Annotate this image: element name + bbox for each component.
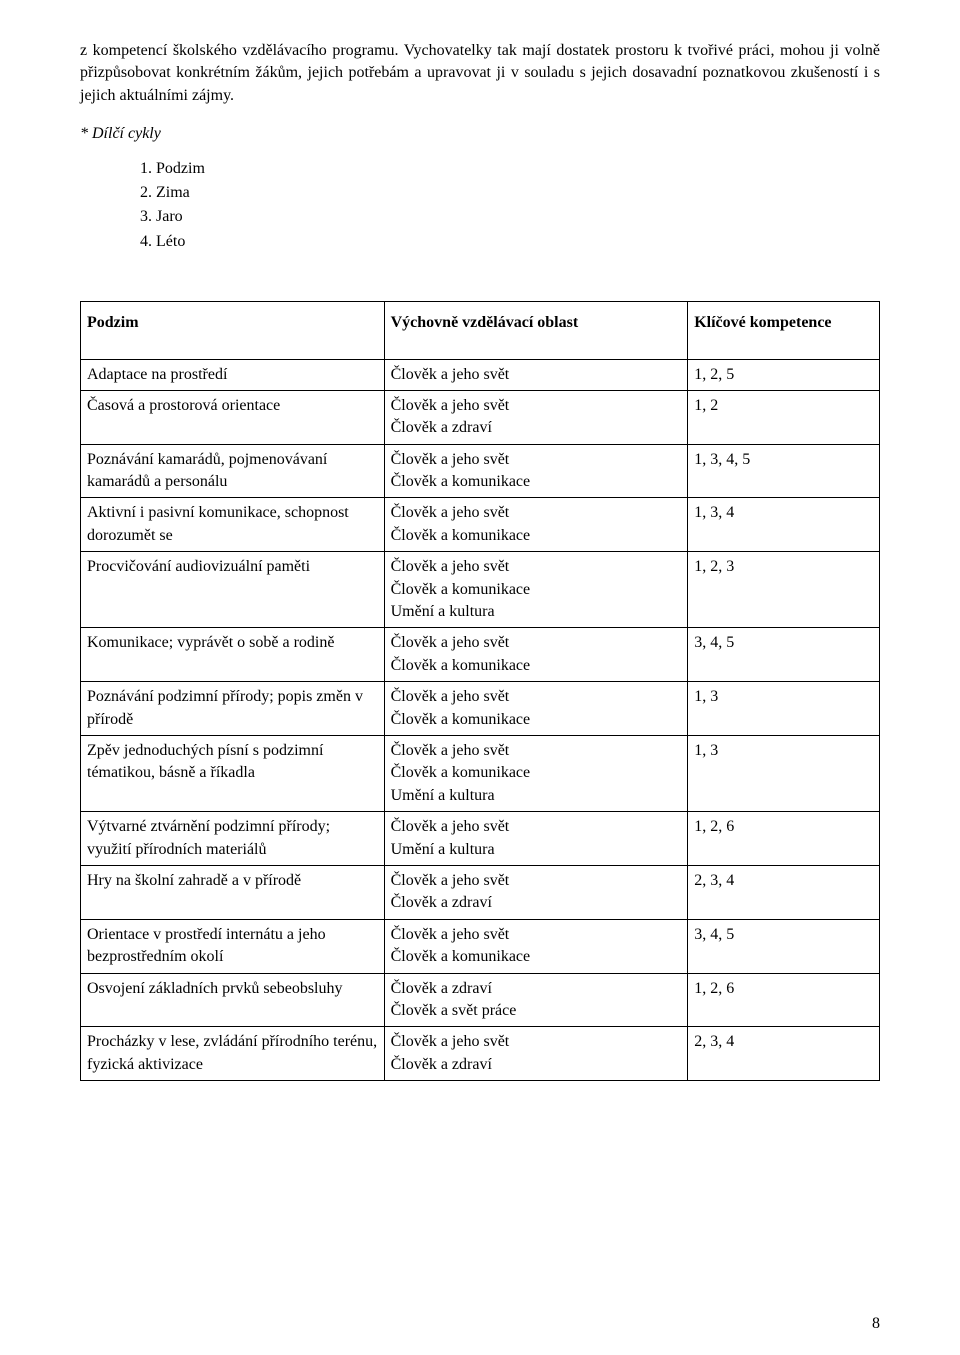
table-cell-competence: 1, 3, 4 <box>688 498 880 552</box>
cycle-list-item: 3. Jaro <box>140 206 880 228</box>
table-cell-topic: Poznávání podzimní přírody; popis změn v… <box>81 682 385 736</box>
table-row: Osvojení základních prvků sebeobsluhyČlo… <box>81 973 880 1027</box>
table-row: Časová a prostorová orientaceČlověk a je… <box>81 390 880 444</box>
curriculum-table: Podzim Výchovně vzdělávací oblast Klíčov… <box>80 301 880 1081</box>
table-row: Procvičování audiovizuální pamětiČlověk … <box>81 552 880 628</box>
table-row: Procházky v lese, zvládání přírodního te… <box>81 1027 880 1081</box>
table-cell-competence: 1, 2, 3 <box>688 552 880 628</box>
table-cell-area: Člověk a zdravíČlověk a svět práce <box>384 973 688 1027</box>
table-cell-competence: 1, 2, 5 <box>688 359 880 390</box>
table-cell-topic: Poznávání kamarádů, pojmenovávaní kamará… <box>81 444 385 498</box>
table-header-col3: Klíčové kompetence <box>688 302 880 359</box>
table-row: Hry na školní zahradě a v příroděČlověk … <box>81 865 880 919</box>
table-cell-area: Člověk a jeho světČlověk a komunikace <box>384 628 688 682</box>
intro-paragraph: z kompetencí školského vzdělávacího prog… <box>80 40 880 107</box>
table-header-col2: Výchovně vzdělávací oblast <box>384 302 688 359</box>
table-cell-area: Člověk a jeho světČlověk a zdraví <box>384 390 688 444</box>
cycle-list-item: 1. Podzim <box>140 158 880 180</box>
table-cell-area: Člověk a jeho svět <box>384 359 688 390</box>
table-cell-competence: 3, 4, 5 <box>688 628 880 682</box>
table-row: Výtvarné ztvárnění podzimní přírody; vyu… <box>81 812 880 866</box>
table-cell-topic: Orientace v prostředí internátu a jeho b… <box>81 919 385 973</box>
table-row: Poznávání kamarádů, pojmenovávaní kamará… <box>81 444 880 498</box>
table-cell-competence: 3, 4, 5 <box>688 919 880 973</box>
table-cell-topic: Komunikace; vyprávět o sobě a rodině <box>81 628 385 682</box>
table-cell-area: Člověk a jeho světČlověk a komunikace <box>384 498 688 552</box>
table-cell-area: Člověk a jeho světUmění a kultura <box>384 812 688 866</box>
cycle-list: 1. Podzim2. Zima3. Jaro 4. Léto <box>140 158 880 254</box>
table-cell-area: Člověk a jeho světČlověk a zdraví <box>384 865 688 919</box>
page-number: 8 <box>872 1313 880 1335</box>
table-cell-area: Člověk a jeho světČlověk a komunikace <box>384 444 688 498</box>
table-row: Zpěv jednoduchých písní s podzimní témat… <box>81 735 880 811</box>
table-cell-competence: 2, 3, 4 <box>688 865 880 919</box>
table-row: Aktivní i pasivní komunikace, schopnost … <box>81 498 880 552</box>
table-cell-area: Člověk a jeho světČlověk a zdraví <box>384 1027 688 1081</box>
table-cell-competence: 1, 2, 6 <box>688 812 880 866</box>
table-cell-competence: 1, 3 <box>688 735 880 811</box>
cycle-list-item: 2. Zima <box>140 182 880 204</box>
table-cell-topic: Procvičování audiovizuální paměti <box>81 552 385 628</box>
table-cell-topic: Adaptace na prostředí <box>81 359 385 390</box>
table-row: Adaptace na prostředíČlověk a jeho svět1… <box>81 359 880 390</box>
table-row: Poznávání podzimní přírody; popis změn v… <box>81 682 880 736</box>
table-cell-topic: Výtvarné ztvárnění podzimní přírody; vyu… <box>81 812 385 866</box>
table-cell-topic: Hry na školní zahradě a v přírodě <box>81 865 385 919</box>
table-cell-competence: 1, 3, 4, 5 <box>688 444 880 498</box>
table-header-row: Podzim Výchovně vzdělávací oblast Klíčov… <box>81 302 880 359</box>
table-cell-area: Člověk a jeho světČlověk a komunikaceUmě… <box>384 552 688 628</box>
table-row: Orientace v prostředí internátu a jeho b… <box>81 919 880 973</box>
cycle-list-item: 4. Léto <box>140 231 880 253</box>
table-cell-competence: 1, 3 <box>688 682 880 736</box>
table-cell-topic: Procházky v lese, zvládání přírodního te… <box>81 1027 385 1081</box>
table-cell-area: Člověk a jeho světČlověk a komunikace <box>384 682 688 736</box>
subheading-cycles: * Dílčí cykly <box>80 123 880 145</box>
table-header-col1: Podzim <box>81 302 385 359</box>
table-cell-topic: Osvojení základních prvků sebeobsluhy <box>81 973 385 1027</box>
table-cell-topic: Zpěv jednoduchých písní s podzimní témat… <box>81 735 385 811</box>
table-cell-competence: 2, 3, 4 <box>688 1027 880 1081</box>
table-cell-competence: 1, 2 <box>688 390 880 444</box>
table-cell-area: Člověk a jeho světČlověk a komunikace <box>384 919 688 973</box>
table-row: Komunikace; vyprávět o sobě a rodiněČlov… <box>81 628 880 682</box>
table-cell-topic: Aktivní i pasivní komunikace, schopnost … <box>81 498 385 552</box>
table-cell-topic: Časová a prostorová orientace <box>81 390 385 444</box>
table-cell-area: Člověk a jeho světČlověk a komunikaceUmě… <box>384 735 688 811</box>
table-cell-competence: 1, 2, 6 <box>688 973 880 1027</box>
